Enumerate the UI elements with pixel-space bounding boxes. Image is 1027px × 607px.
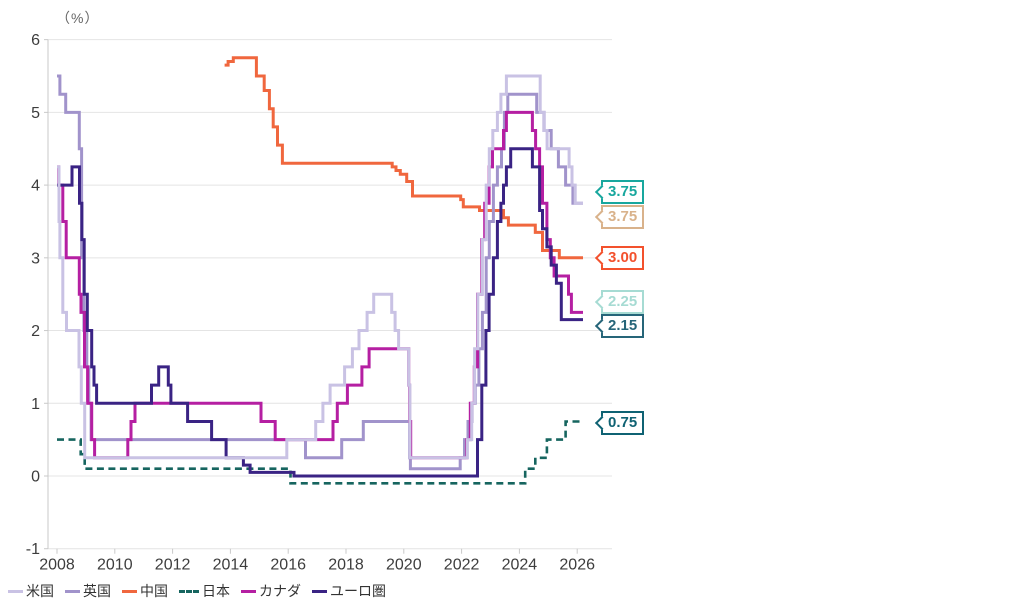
legend-item-uk: 英国 <box>65 581 111 601</box>
xtick-label-2020: 2020 <box>386 557 422 574</box>
legend-label-euro: ユーロ圏 <box>330 583 386 599</box>
ytick-label-3: 3 <box>31 250 40 267</box>
ytick-label--1: -1 <box>26 541 40 558</box>
chart-plot-area: -1 0 1 2 3 4 5 6 2008 2010 2012 2014 2016 2018 2020 202… <box>26 32 612 574</box>
ytick-label-6: 6 <box>31 32 40 49</box>
legend-label-us: 米国 <box>26 583 54 599</box>
series-line-us <box>57 74 583 460</box>
legend-label-uk: 英国 <box>83 583 111 599</box>
legend-swatch-uk <box>65 589 80 593</box>
xtick-label-2024: 2024 <box>502 557 538 574</box>
legend-label-china: 中国 <box>140 583 168 599</box>
legend-item-us: 米国 <box>8 581 54 601</box>
legend-swatch-us <box>8 589 23 593</box>
y-axis-unit-label: （%） <box>56 10 100 26</box>
ytick-label-1: 1 <box>31 396 40 413</box>
series-line-japan <box>57 420 583 485</box>
xtick-label-2008: 2008 <box>39 557 75 574</box>
series-line-china <box>224 56 583 260</box>
chart-legend: 米国 英国 中国 日本 カナダ ユーロ圏 <box>8 581 386 601</box>
legend-swatch-japan <box>179 589 199 593</box>
legend-swatch-canada <box>241 589 256 593</box>
series-line-euro <box>57 147 583 478</box>
legend-swatch-china <box>122 589 137 593</box>
legend-item-china: 中国 <box>122 581 168 601</box>
xtick-label-2012: 2012 <box>155 557 191 574</box>
legend-item-japan: 日本 <box>179 581 230 601</box>
legend-label-canada: カナダ <box>259 583 301 599</box>
ytick-label-5: 5 <box>31 105 40 122</box>
legend-swatch-euro <box>312 589 327 593</box>
legend-item-euro: ユーロ圏 <box>312 581 386 601</box>
xtick-label-2014: 2014 <box>213 557 249 574</box>
xtick-label-2010: 2010 <box>97 557 133 574</box>
xtick-label-2016: 2016 <box>270 557 306 574</box>
ytick-label-2: 2 <box>31 323 40 340</box>
xtick-label-2022: 2022 <box>444 557 480 574</box>
legend-item-canada: カナダ <box>241 581 301 601</box>
ytick-label-4: 4 <box>31 178 40 195</box>
xtick-label-2018: 2018 <box>328 557 364 574</box>
legend-label-japan: 日本 <box>202 583 230 599</box>
xtick-label-2026: 2026 <box>559 557 595 574</box>
ytick-label-0: 0 <box>31 469 40 486</box>
